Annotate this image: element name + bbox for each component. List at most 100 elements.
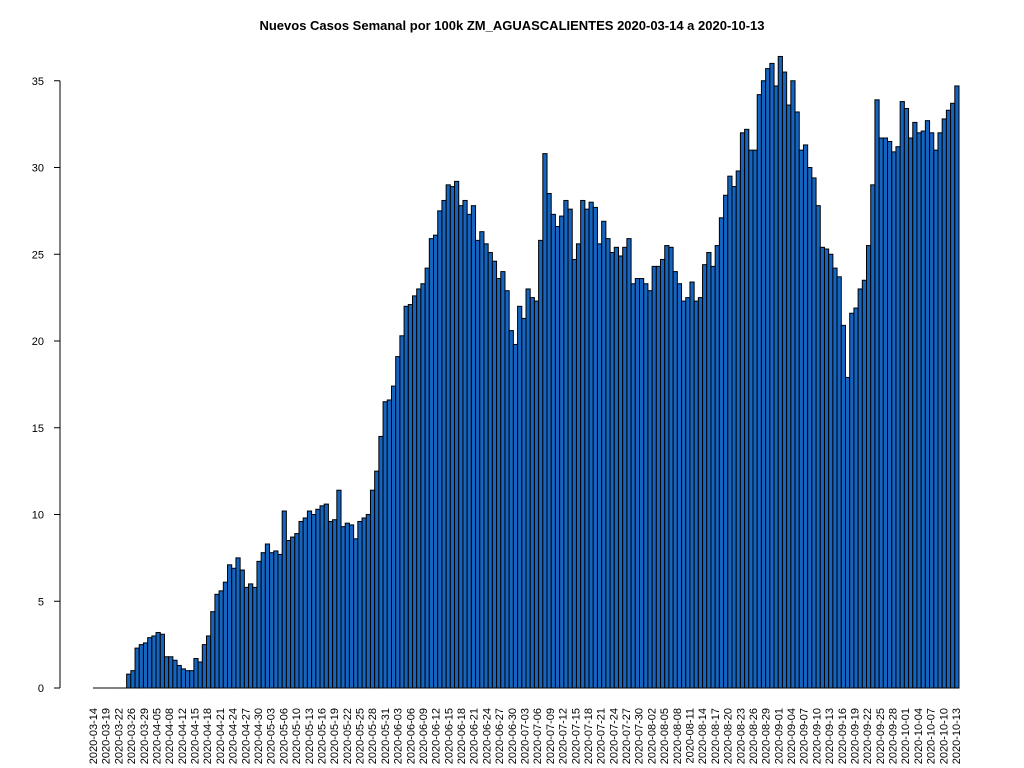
bar (748, 149, 754, 689)
bar (302, 517, 308, 689)
bar (794, 111, 800, 689)
bar (138, 644, 144, 689)
bar (449, 186, 456, 689)
x-tick-label: 2020-04-27 (240, 708, 252, 764)
bar (554, 225, 561, 689)
bar (323, 503, 329, 689)
y-tick-label: 5 (38, 596, 44, 608)
bar (580, 199, 586, 689)
bar (399, 335, 405, 689)
bar (828, 253, 834, 689)
bar (681, 300, 687, 689)
bar (441, 199, 447, 689)
bar (735, 170, 741, 689)
x-tick-label: 2020-07-06 (532, 708, 544, 764)
bar (512, 343, 519, 689)
x-tick-label: 2020-05-10 (291, 708, 303, 764)
x-tick-label: 2020-05-06 (278, 708, 290, 764)
x-tick-label: 2020-08-11 (684, 708, 696, 763)
x-tick-label: 2020-05-25 (355, 708, 367, 764)
bar (924, 120, 931, 689)
bar (130, 670, 136, 689)
bar (643, 283, 649, 689)
bar (781, 71, 788, 689)
bar (180, 668, 186, 689)
bar (676, 283, 683, 689)
bar (357, 520, 363, 689)
bar (954, 85, 960, 689)
bar (243, 586, 250, 689)
bar (908, 137, 914, 689)
x-tick-label: 2020-04-21 (215, 708, 227, 764)
bar (155, 631, 161, 689)
x-tick-label: 2020-10-07 (926, 708, 938, 764)
bar (374, 470, 380, 689)
x-tick-label: 2020-05-31 (380, 708, 392, 764)
bar (887, 140, 893, 689)
bar (634, 278, 640, 689)
bar (239, 569, 245, 689)
x-tick-label: 2020-09-28 (888, 708, 900, 764)
bar (336, 489, 342, 689)
bar (277, 553, 283, 689)
bar (866, 245, 872, 689)
x-tick-label: 2020-09-10 (811, 708, 823, 764)
bar (777, 55, 783, 689)
x-tick-label: 2020-06-12 (431, 708, 443, 764)
bar (664, 245, 670, 689)
x-tick-label: 2020-07-12 (558, 708, 570, 764)
bar (731, 186, 737, 689)
bar (311, 514, 317, 689)
x-tick-label: 2020-07-03 (520, 708, 532, 764)
bar (832, 267, 838, 689)
bar (281, 510, 287, 689)
x-tick-label: 2020-09-04 (786, 708, 798, 764)
x-tick-label: 2020-10-04 (913, 708, 925, 764)
bar (840, 324, 846, 689)
bar (601, 220, 607, 689)
bar (672, 271, 678, 689)
bar (815, 205, 821, 689)
bar (126, 673, 132, 689)
bar (386, 399, 392, 689)
x-tick-label: 2020-06-21 (469, 708, 481, 764)
bar (836, 276, 842, 689)
bar (651, 265, 657, 689)
x-tick-label: 2020-10-10 (938, 708, 950, 764)
x-tick-label: 2020-07-27 (621, 708, 633, 764)
bar (437, 210, 443, 689)
bar (256, 560, 262, 689)
bar (668, 246, 674, 689)
bar (744, 128, 750, 689)
x-tick-label: 2020-04-30 (253, 708, 265, 764)
bar (647, 290, 653, 689)
bar (163, 656, 170, 689)
bar (151, 635, 157, 689)
bar (260, 552, 266, 689)
bar (786, 104, 792, 689)
bar (365, 514, 371, 689)
bar (697, 297, 704, 689)
x-tick-label: 2020-03-26 (126, 708, 138, 764)
x-tick-label: 2020-05-03 (266, 708, 278, 764)
y-tick-label: 25 (32, 249, 44, 261)
bar (542, 153, 548, 689)
bar (353, 538, 359, 689)
x-tick-label: 2020-04-05 (151, 708, 163, 764)
y-tick-label: 15 (32, 423, 44, 435)
x-tick-label: 2020-06-27 (494, 708, 506, 764)
x-tick-label: 2020-10-13 (951, 708, 963, 764)
bar (269, 552, 275, 689)
x-tick-label: 2020-08-14 (697, 708, 709, 764)
bar (702, 264, 708, 689)
bar (458, 205, 464, 689)
bar (571, 258, 577, 689)
bar (382, 401, 388, 689)
bar (433, 234, 439, 689)
bar (416, 288, 422, 689)
bar (475, 239, 481, 689)
bar (769, 62, 775, 689)
bar (853, 307, 859, 689)
x-tick-label: 2020-08-20 (723, 708, 735, 764)
